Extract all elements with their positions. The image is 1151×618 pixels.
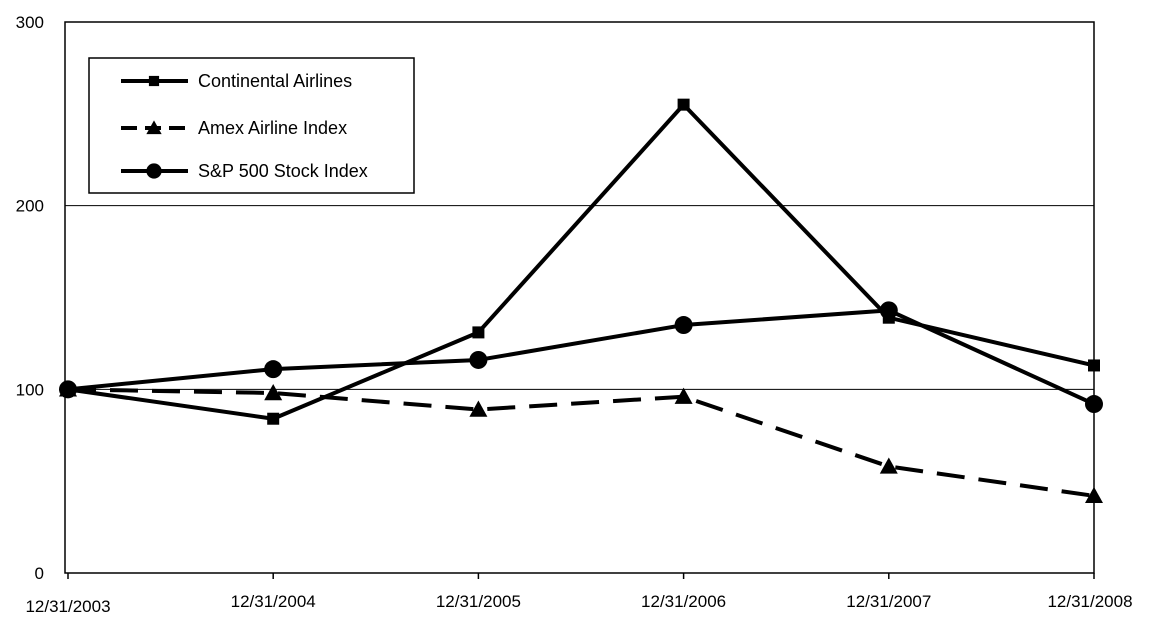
data-point-circle: [879, 301, 898, 320]
x-tick-label: 12/31/2005: [436, 592, 521, 611]
data-point-circle: [674, 316, 693, 335]
legend-label: Continental Airlines: [198, 71, 352, 91]
x-tick-label: 12/31/2006: [641, 592, 726, 611]
y-tick-label: 0: [35, 564, 44, 583]
x-tick-label: 12/31/2008: [1047, 592, 1132, 611]
y-tick-label: 100: [16, 380, 44, 399]
data-point-triangle: [264, 384, 283, 401]
data-point-square: [1088, 359, 1100, 372]
y-tick-label: 200: [16, 197, 44, 216]
legend-label: S&P 500 Stock Index: [198, 161, 368, 181]
legend-label: Amex Airline Index: [198, 118, 347, 138]
legend-marker-circle: [146, 163, 162, 179]
y-tick-label: 300: [16, 13, 44, 32]
data-point-triangle: [879, 457, 898, 474]
data-point-circle: [264, 360, 283, 379]
x-tick-label: 12/31/2004: [231, 592, 316, 611]
data-point-circle: [469, 350, 488, 369]
data-point-circle: [59, 380, 77, 399]
x-tick-label: 12/31/2007: [846, 592, 931, 611]
data-point-triangle: [469, 400, 488, 417]
x-tick-label: 12/31/2003: [25, 597, 110, 616]
series-circle: [59, 301, 1103, 414]
legend-marker-square: [148, 75, 160, 87]
data-point-square: [267, 412, 280, 425]
series-line: [67, 308, 1095, 406]
data-point-triangle: [674, 387, 693, 404]
data-point-triangle: [1085, 486, 1103, 504]
legend-marker-triangle: [146, 120, 162, 135]
data-point-square: [677, 98, 690, 111]
data-point-square: [472, 326, 485, 339]
data-point-circle: [1085, 395, 1103, 414]
series-line: [67, 387, 1095, 498]
